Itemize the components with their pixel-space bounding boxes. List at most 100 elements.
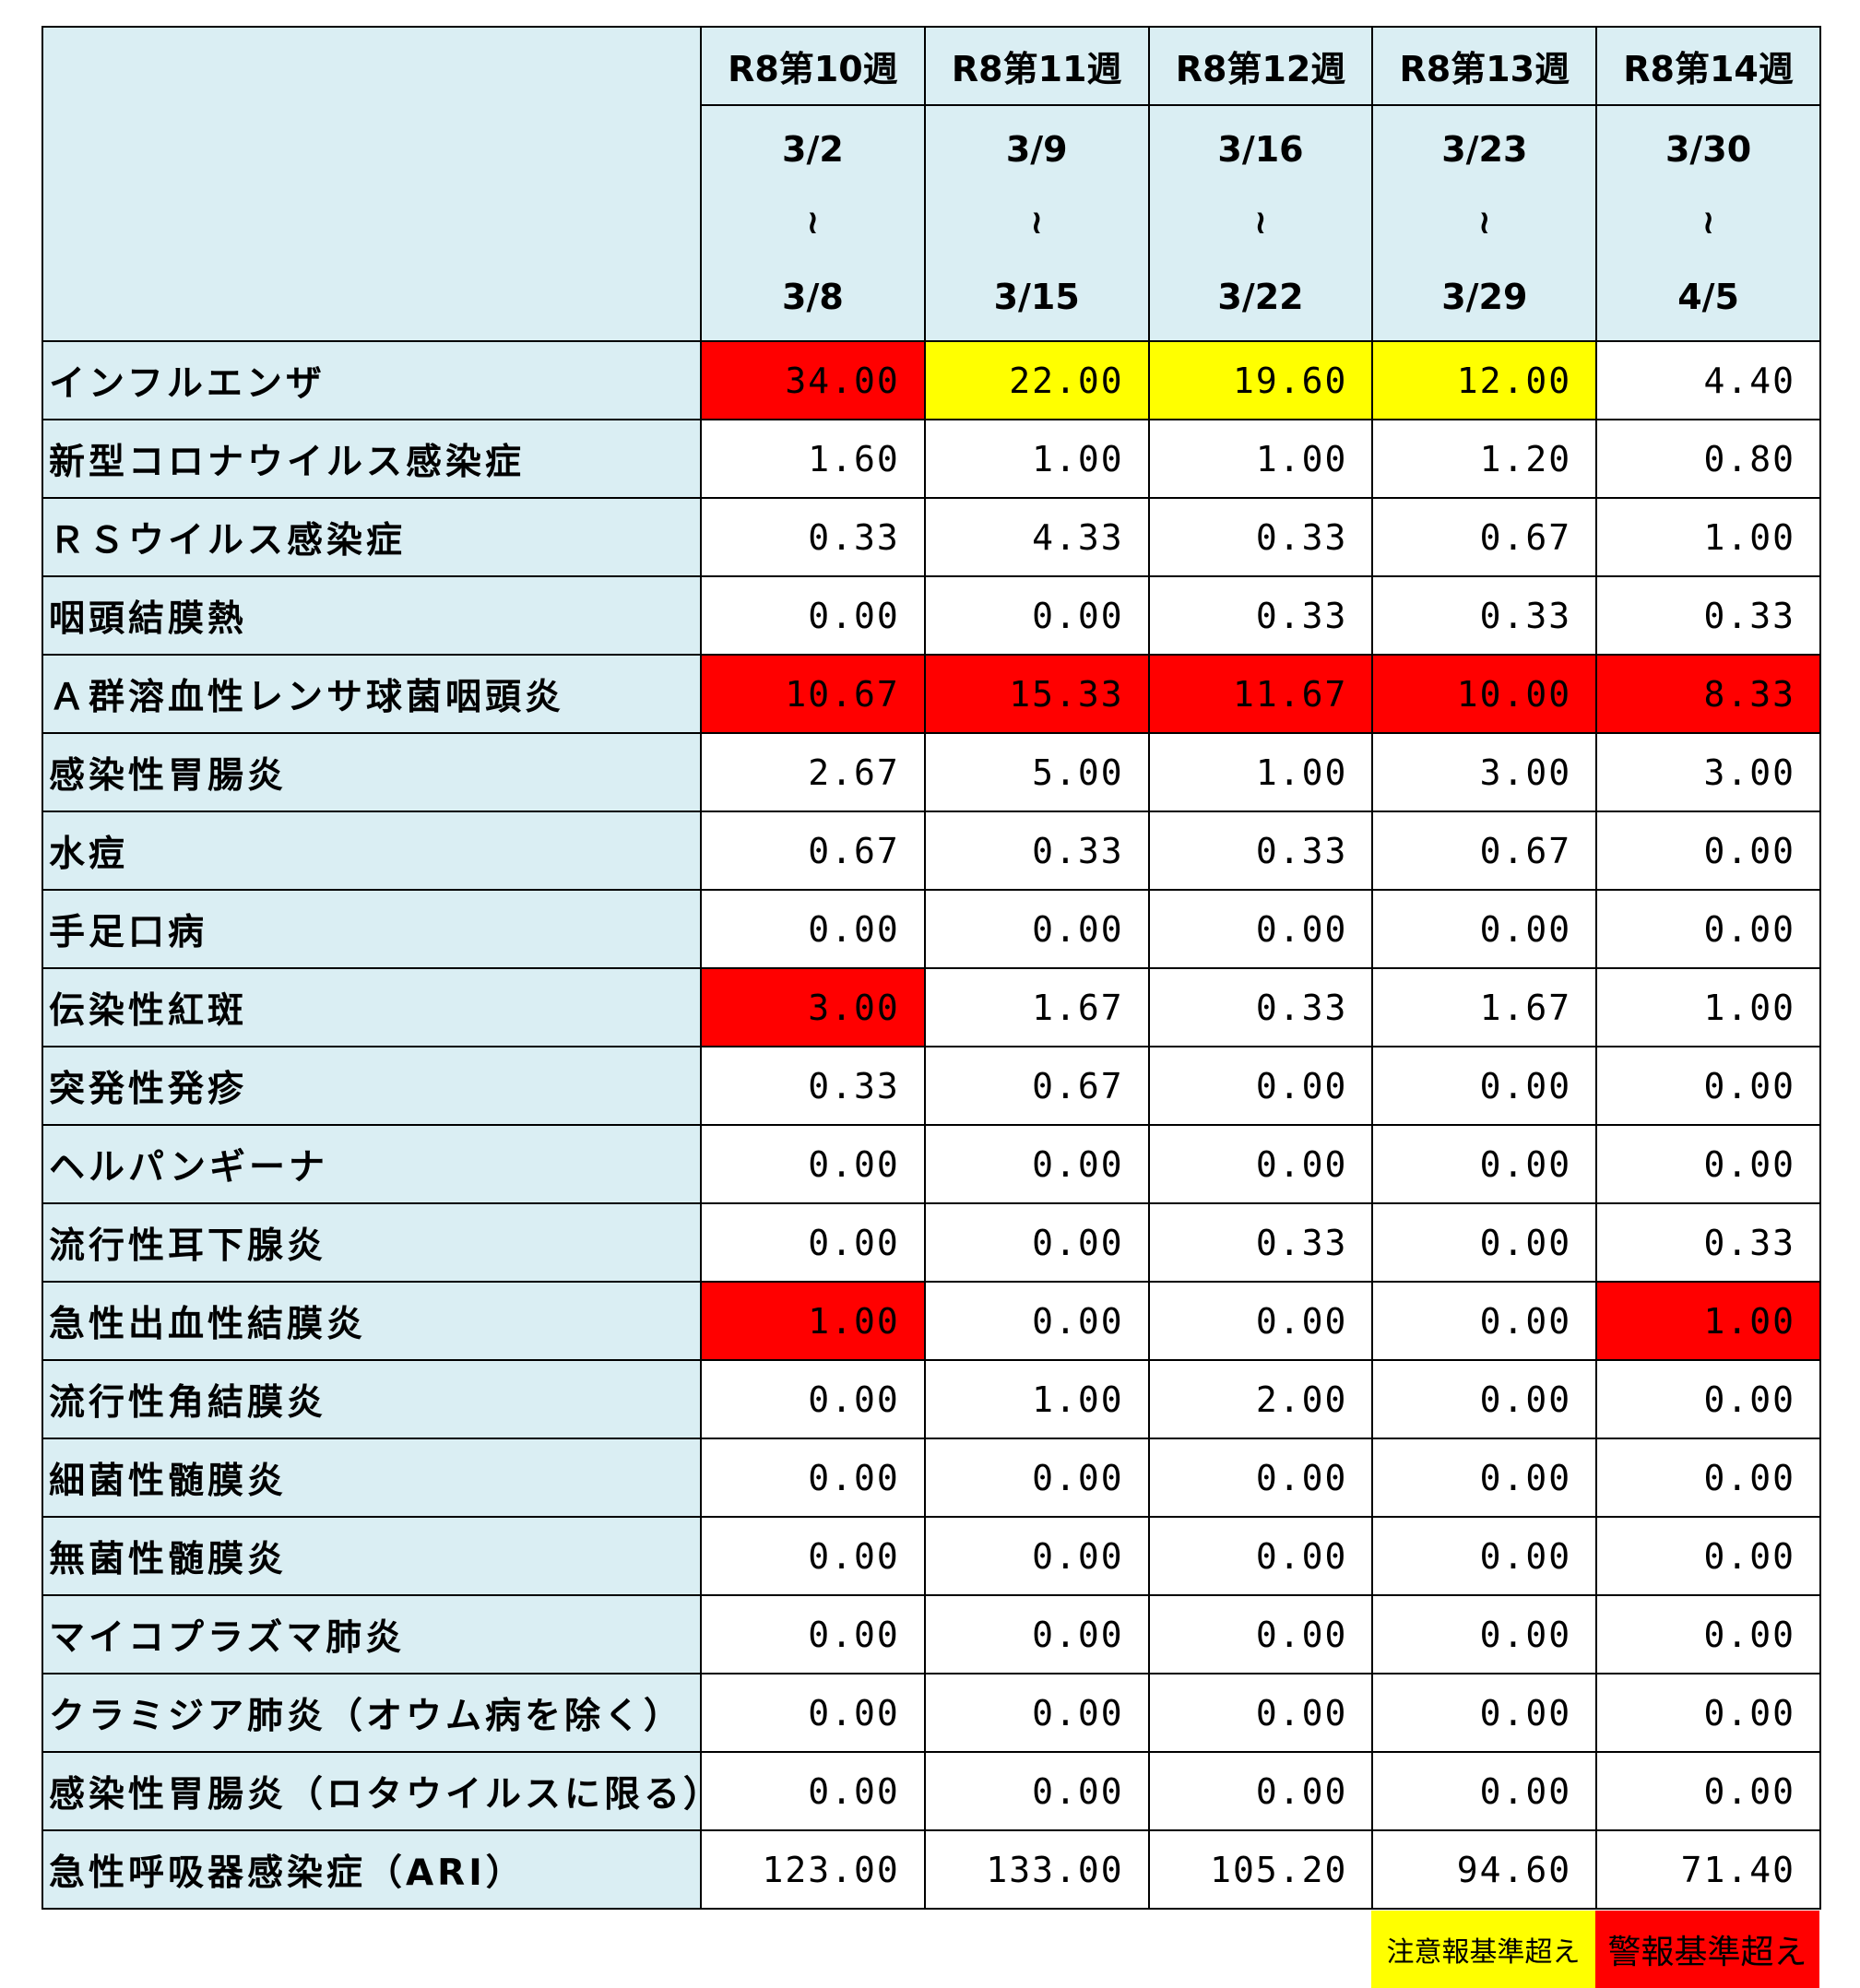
value-cell: 0.00 [1371,1281,1598,1361]
date-range: 3/23 ≀ 3/29 [1371,104,1598,342]
value-cell: 0.00 [1595,1359,1821,1439]
value-cell: 0.00 [1147,1281,1374,1361]
week-label: R8第12週 [1147,26,1374,106]
value-cell: 11.67 [1147,654,1374,734]
value-cell: 1.00 [1595,1281,1821,1361]
date-range: 3/16 ≀ 3/22 [1147,104,1374,342]
date-range-row: 3/2 ≀ 3/8 3/9 ≀ 3/15 3/16 ≀ 3/22 3/23 ≀ … [42,104,1821,342]
date-end: 3/8 [782,277,844,317]
value-cell: 1.00 [1147,732,1374,812]
value-cell: 0.00 [923,1124,1150,1204]
value-cell: 0.00 [923,1516,1150,1596]
date-start: 3/16 [1217,129,1304,170]
value-cell: 0.67 [1371,811,1598,891]
value-cell: 0.00 [1371,1046,1598,1126]
table-row: 急性呼吸器感染症（ARI） 123.00 133.00 105.20 94.60 71.4… [41,1829,1821,1910]
value-cell: 1.67 [923,967,1150,1047]
value-cell: 0.00 [700,1124,926,1204]
date-range: 3/2 ≀ 3/8 [700,104,926,342]
value-cell: 0.00 [700,1359,926,1439]
disease-report-table: R8第10週 R8第11週 R8第12週 R8第13週 R8第14週 3/2 ≀… [41,26,1821,1910]
date-separator: ≀ [1030,204,1043,242]
value-cell: 123.00 [700,1829,926,1910]
table-row: 細菌性髄膜炎 0.00 0.00 0.00 0.00 0.00 [41,1438,1821,1518]
value-cell: 0.33 [1147,811,1374,891]
table-row: 流行性耳下腺炎 0.00 0.00 0.33 0.00 0.33 [41,1202,1821,1283]
disease-name: 感染性胃腸炎 [41,732,702,812]
disease-name: 突発性発疹 [41,1046,702,1126]
value-cell: 0.00 [1595,1751,1821,1831]
value-cell: 94.60 [1371,1829,1598,1910]
value-cell: 0.00 [1371,1124,1598,1204]
value-cell: 22.00 [923,340,1150,420]
table-row: 感染性胃腸炎（ロタウイルスに限る） 0.00 0.00 0.00 0.00 0.00 [41,1751,1821,1831]
value-cell: 1.60 [700,419,926,499]
table-row: 伝染性紅斑 3.00 1.67 0.33 1.67 1.00 [41,967,1821,1047]
value-cell: 0.00 [923,1673,1150,1753]
date-end: 3/29 [1441,277,1528,317]
date-range: 3/30 ≀ 4/5 [1595,104,1821,342]
table-row: 急性出血性結膜炎 1.00 0.00 0.00 0.00 1.00 [41,1281,1821,1361]
value-cell: 0.00 [700,1594,926,1674]
value-cell: 71.40 [1595,1829,1821,1910]
value-cell: 0.00 [1595,1124,1821,1204]
value-cell: 0.33 [700,497,926,577]
table-body: R8第10週 R8第11週 R8第12週 R8第13週 R8第14週 3/2 ≀… [41,26,1821,1910]
value-cell: 0.00 [1147,1438,1374,1518]
value-cell: 0.33 [1595,575,1821,656]
value-cell: 0.00 [1595,889,1821,969]
table-row: インフルエンザ 34.00 22.00 19.60 12.00 4.40 [41,340,1821,420]
value-cell: 1.00 [1147,419,1374,499]
value-cell: 0.00 [923,1438,1150,1518]
value-cell: 0.33 [700,1046,926,1126]
value-cell: 0.33 [1147,497,1374,577]
date-start: 3/2 [782,129,844,170]
week-label-row: R8第10週 R8第11週 R8第12週 R8第13週 R8第14週 [41,26,1821,342]
value-cell: 0.33 [1147,575,1374,656]
disease-name: ヘルパンギーナ [41,1124,702,1204]
value-cell: 0.00 [700,1673,926,1753]
table-row: 手足口病 0.00 0.00 0.00 0.00 0.00 [41,889,1821,969]
value-cell: 34.00 [700,340,926,420]
date-start: 3/30 [1665,129,1752,170]
value-cell: 0.00 [1595,1594,1821,1674]
value-cell: 0.33 [1371,575,1598,656]
table-row: 新型コロナウイルス感染症 1.60 1.00 1.00 1.20 0.80 [41,419,1821,499]
value-cell: 15.33 [923,654,1150,734]
disease-name: 感染性胃腸炎（ロタウイルスに限る） [41,1751,702,1831]
date-separator: ≀ [1254,204,1267,242]
value-cell: 12.00 [1371,340,1598,420]
week-label: R8第11週 [923,26,1150,106]
legend-caution: 注意報基準超え [1371,1911,1595,1988]
date-end: 4/5 [1677,277,1739,317]
value-cell: 4.40 [1595,340,1821,420]
value-cell: 1.00 [923,1359,1150,1439]
value-cell: 0.00 [700,1751,926,1831]
value-cell: 133.00 [923,1829,1150,1910]
date-separator: ≀ [1701,204,1715,242]
date-start: 3/9 [1005,129,1068,170]
value-cell: 1.00 [1595,497,1821,577]
value-cell: 0.00 [1147,1673,1374,1753]
value-cell: 1.00 [700,1281,926,1361]
disease-name: 流行性角結膜炎 [41,1359,702,1439]
value-cell: 0.67 [1371,497,1598,577]
disease-name: 新型コロナウイルス感染症 [41,419,702,499]
value-cell: 1.00 [923,419,1150,499]
week-label: R8第14週 [1595,26,1821,106]
date-end: 3/15 [993,277,1080,317]
value-cell: 5.00 [923,732,1150,812]
value-cell: 8.33 [1595,654,1821,734]
table-row: Ａ群溶血性レンサ球菌咽頭炎 10.67 15.33 11.67 10.00 8.33 [41,654,1821,734]
value-cell: 0.33 [1147,1202,1374,1283]
value-cell: 0.00 [1371,1673,1598,1753]
value-cell: 0.00 [1147,1594,1374,1674]
value-cell: 0.00 [923,889,1150,969]
value-cell: 0.00 [1595,1516,1821,1596]
corner-cell [41,26,702,342]
value-cell: 0.00 [700,1438,926,1518]
value-cell: 0.00 [1371,1594,1598,1674]
table-row: ＲＳウイルス感染症 0.33 4.33 0.33 0.67 1.00 [41,497,1821,577]
value-cell: 0.33 [1595,1202,1821,1283]
value-cell: 0.00 [1147,1124,1374,1204]
